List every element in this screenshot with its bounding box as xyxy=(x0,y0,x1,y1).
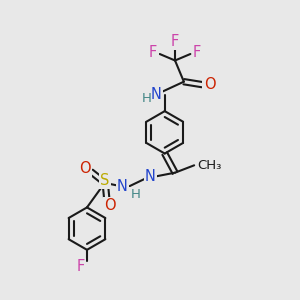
Text: N: N xyxy=(151,87,162,102)
Text: N: N xyxy=(117,179,128,194)
Text: CH₃: CH₃ xyxy=(198,159,222,172)
Text: F: F xyxy=(171,34,179,49)
Text: F: F xyxy=(193,45,201,60)
Text: H: H xyxy=(142,92,152,105)
Text: O: O xyxy=(104,198,116,213)
Text: F: F xyxy=(149,45,158,60)
Text: N: N xyxy=(145,169,156,184)
Text: H: H xyxy=(130,188,140,201)
Text: O: O xyxy=(204,77,215,92)
Text: O: O xyxy=(79,161,90,176)
Text: S: S xyxy=(100,173,109,188)
Text: F: F xyxy=(76,260,85,274)
